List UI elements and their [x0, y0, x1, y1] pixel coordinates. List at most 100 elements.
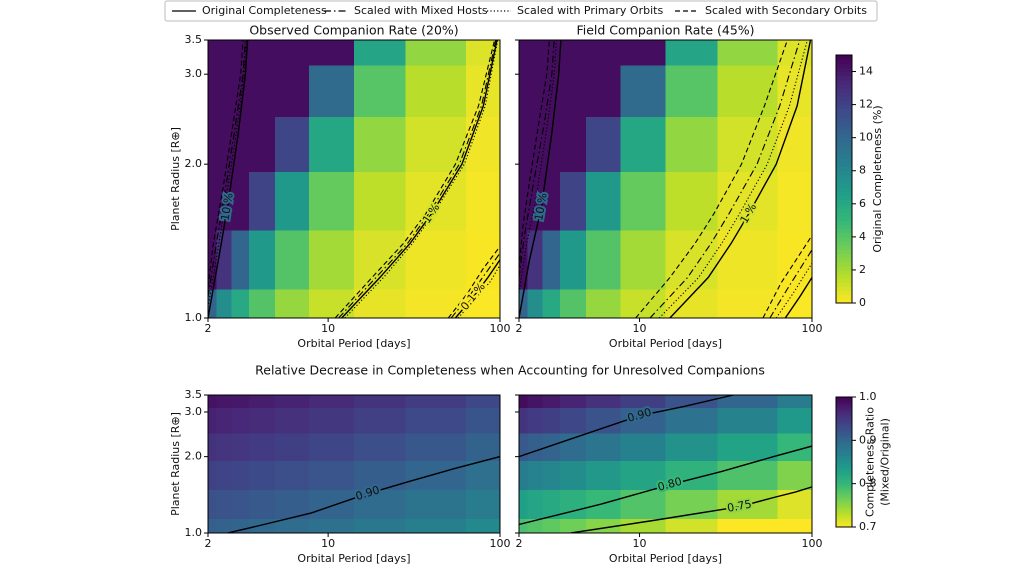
- heat-cell: [465, 518, 500, 533]
- heat-cell: [231, 432, 250, 461]
- heat-cell: [309, 40, 355, 66]
- heat-cell: [231, 407, 250, 434]
- colorbar-step: [836, 232, 852, 238]
- heat-cell: [249, 460, 276, 490]
- colorbar-step: [836, 83, 852, 89]
- heat-cell: [620, 64, 667, 117]
- heat-cell: [527, 230, 544, 290]
- colorbar-step: [836, 269, 852, 275]
- heat-cell: [208, 64, 217, 117]
- heat-cell: [620, 395, 667, 408]
- heat-cell: [717, 518, 779, 533]
- heat-cell: [274, 40, 310, 66]
- heat-cell: [586, 288, 622, 318]
- heat-cell: [620, 518, 667, 533]
- contour-line: [519, 40, 562, 318]
- heat-cell: [560, 64, 587, 117]
- heat-cell: [354, 518, 407, 533]
- row-title: Relative Decrease in Completeness when A…: [255, 363, 765, 378]
- heat-cell: [527, 395, 544, 408]
- heat-cell: [542, 395, 561, 408]
- heat-cell: [665, 407, 719, 434]
- heat-cell: [586, 171, 622, 231]
- colorbar-step: [836, 457, 852, 461]
- heat-cell: [465, 407, 500, 434]
- colorbar-step: [836, 236, 852, 242]
- heat-cell: [586, 460, 622, 490]
- x-axis-label: Orbital Period [days]: [297, 552, 410, 565]
- heat-cell: [519, 116, 528, 173]
- x-tick-label: 2: [516, 537, 523, 550]
- colorbar-step: [836, 63, 852, 68]
- heat-cell: [354, 288, 407, 318]
- colorbar-tick-label: 8: [859, 164, 866, 177]
- colorbar-step: [836, 228, 852, 234]
- heat-cell: [309, 116, 355, 173]
- heat-cell: [216, 40, 233, 66]
- colorbar-step: [836, 79, 852, 85]
- contour-line: [208, 40, 244, 288]
- colorbar-step: [836, 282, 852, 287]
- heat-cell: [586, 116, 622, 173]
- x-axis-label: Orbital Period [days]: [609, 552, 722, 565]
- contour-line: [519, 445, 812, 526]
- colorbar-step: [836, 397, 852, 400]
- y-axis-label: Planet Radius [R⊕]: [169, 412, 182, 516]
- heat-cell: [465, 489, 500, 520]
- colorbar-step: [836, 137, 852, 143]
- heat-cell: [354, 460, 407, 490]
- colorbar-step: [836, 220, 852, 225]
- colorbar-tick-label: 0.9: [859, 433, 877, 446]
- colorbar-step: [836, 154, 852, 159]
- colorbar-tick-label: 1.0: [859, 390, 877, 403]
- colorbar-step: [836, 261, 852, 267]
- colorbar-step: [836, 440, 852, 443]
- contour-line: [669, 40, 812, 318]
- colorbar-step: [836, 75, 852, 81]
- heat-cell: [274, 171, 310, 231]
- legend-box: [164, 0, 878, 22]
- colorbar-tick-label: 0.8: [859, 477, 877, 490]
- colorbar-step: [836, 451, 852, 454]
- colorbar-step: [836, 133, 852, 139]
- colorbar-step: [836, 522, 852, 526]
- heat-cell: [542, 171, 561, 231]
- heat-cell: [560, 116, 587, 173]
- heat-cell: [586, 395, 622, 408]
- heat-cell: [717, 407, 779, 434]
- colorbar-step: [836, 265, 852, 271]
- heat-cell: [309, 432, 355, 461]
- colorbar-step: [836, 183, 852, 188]
- colorbar-step: [836, 249, 852, 254]
- contour-line: [341, 40, 498, 318]
- heat-cell: [274, 395, 310, 408]
- x-tick-label: 2: [205, 537, 212, 550]
- heat-cell: [231, 489, 250, 520]
- contour-line: [519, 40, 550, 269]
- x-tick-label: 10: [633, 322, 647, 335]
- heat-cell: [620, 40, 667, 66]
- panel-title: Field Companion Rate (45%): [576, 23, 754, 38]
- heat-cell: [208, 489, 217, 520]
- heat-cell: [542, 116, 561, 173]
- colorbar-step: [836, 416, 852, 420]
- y-tick-label: 3.0: [185, 405, 203, 418]
- contour-line: [450, 252, 500, 318]
- heat-cell: [527, 288, 544, 318]
- heat-cell: [208, 171, 217, 231]
- colorbar-step: [836, 418, 852, 422]
- colorbar-step: [836, 145, 852, 151]
- colorbar-step: [836, 179, 852, 184]
- heat-cell: [560, 518, 587, 533]
- heat-cell: [274, 116, 310, 173]
- colorbar-step: [836, 425, 852, 428]
- heat-cell: [208, 432, 217, 461]
- heat-cell: [309, 518, 355, 533]
- plot-area: 10 % 1 %: [519, 40, 812, 318]
- heat-cell: [777, 64, 812, 117]
- colorbar-step: [836, 485, 852, 489]
- colorbar-step: [836, 274, 852, 279]
- colorbar-step: [836, 401, 852, 404]
- colorbar-step: [836, 216, 852, 221]
- legend-label: Scaled with Secondary Orbits: [705, 4, 867, 17]
